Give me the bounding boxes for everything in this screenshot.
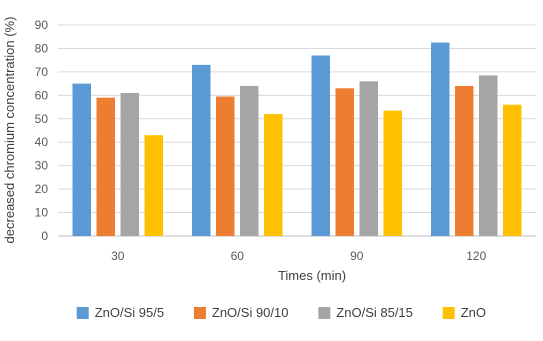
legend-swatch-1 xyxy=(193,307,206,319)
y-tick-label: 80 xyxy=(35,41,49,55)
y-tick-label: 30 xyxy=(35,159,49,173)
x-axis-title: Times (min) xyxy=(278,268,346,283)
legend-label-2: ZnO/Si 85/15 xyxy=(336,305,413,320)
x-tick-label: 30 xyxy=(111,249,125,263)
x-tick-label: 120 xyxy=(466,249,486,263)
legend-label-1: ZnO/Si 90/10 xyxy=(212,305,289,320)
bar-0-3 xyxy=(431,42,450,237)
bar-0-2 xyxy=(311,55,330,236)
y-tick-label: 90 xyxy=(35,18,49,32)
y-tick-label: 40 xyxy=(35,135,49,149)
bars xyxy=(72,42,522,237)
bar-3-0 xyxy=(144,135,163,236)
legend-label-3: ZnO xyxy=(461,305,486,320)
legend-swatch-0 xyxy=(76,307,89,319)
bar-1-3 xyxy=(455,85,474,236)
y-tick-label: 50 xyxy=(35,112,49,126)
bar-2-3 xyxy=(479,75,498,237)
x-tick-label: 90 xyxy=(350,249,364,263)
bar-1-0 xyxy=(96,97,115,236)
y-tick-labels: 0 10 20 30 40 50 60 70 80 90 xyxy=(35,18,49,243)
x-tick-labels: 30 60 90 120 xyxy=(111,249,487,263)
bar-1-2 xyxy=(335,88,354,236)
y-tick-label: 70 xyxy=(35,65,49,79)
legend-swatch-2 xyxy=(318,307,331,319)
bar-3-2 xyxy=(383,110,402,236)
bar-3-1 xyxy=(264,114,283,236)
y-tick-label: 0 xyxy=(41,229,48,243)
bar-0-0 xyxy=(72,83,91,236)
y-axis-title: decreased chromium concentration (%) xyxy=(2,17,17,244)
legend: ZnO/Si 95/5 ZnO/Si 90/10 ZnO/Si 85/15 ZnO xyxy=(76,305,486,320)
bar-3-3 xyxy=(503,104,522,236)
y-tick-label: 20 xyxy=(35,182,49,196)
bar-2-0 xyxy=(120,92,139,236)
legend-label-0: ZnO/Si 95/5 xyxy=(95,305,164,320)
y-tick-label: 10 xyxy=(35,206,49,220)
bar-2-1 xyxy=(240,85,259,236)
legend-swatch-3 xyxy=(442,307,455,319)
bar-1-1 xyxy=(216,96,235,236)
x-tick-label: 60 xyxy=(231,249,245,263)
bar-2-2 xyxy=(359,81,378,237)
y-tick-label: 60 xyxy=(35,88,49,102)
bar-0-1 xyxy=(192,64,211,236)
